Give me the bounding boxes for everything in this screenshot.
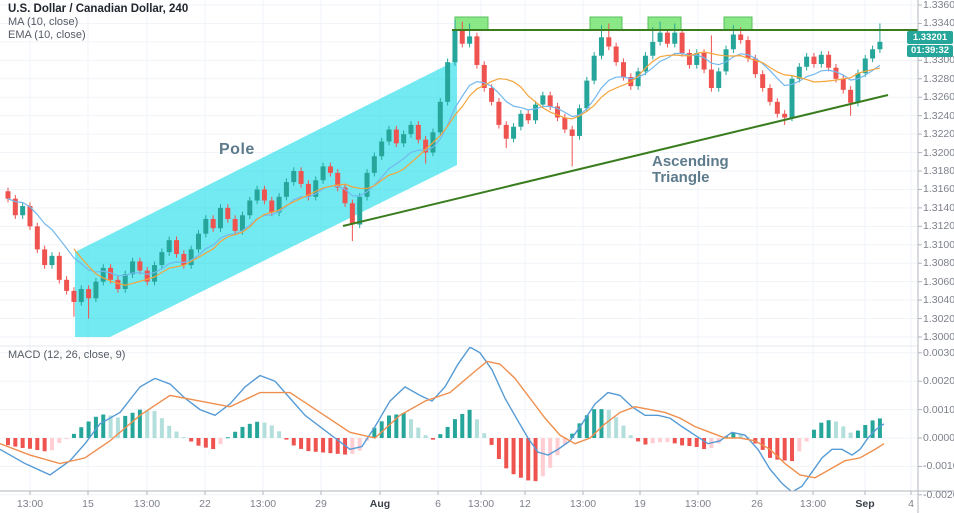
price-tick-label: 1.30400 xyxy=(923,294,954,307)
price-tick-label: 1.31200 xyxy=(923,220,954,233)
price-tick-label: 1.33600 xyxy=(923,0,954,11)
price-tick-label: 1.31600 xyxy=(923,183,954,196)
price-tick-label: 1.30600 xyxy=(923,275,954,288)
candlestick-series[interactable] xyxy=(5,19,883,319)
annotation-ascending-triangle-line2: Triangle xyxy=(652,169,710,186)
symbol-title[interactable]: U.S. Dollar / Canadian Dollar, 240 xyxy=(8,3,189,15)
ascending-trendline-drawing[interactable] xyxy=(342,94,889,227)
ema-legend-row[interactable]: EMA (10, close) xyxy=(8,29,86,41)
macd-signal-line xyxy=(0,360,885,479)
price-tick-label: 1.31000 xyxy=(923,238,954,251)
ma-legend-row[interactable]: MA (10, close) xyxy=(8,16,79,28)
price-tick-label: 1.30200 xyxy=(923,312,954,325)
time-tick-label: 12 xyxy=(519,498,531,510)
time-tick-label: 6 xyxy=(435,498,441,510)
time-tick-label: 13:00 xyxy=(467,498,495,510)
time-tick-label: Sep xyxy=(855,498,875,510)
annotation-pole[interactable]: Pole xyxy=(219,141,255,158)
time-tick-label: 13:00 xyxy=(249,498,277,510)
time-tick-label: Aug xyxy=(369,498,391,510)
price-tick-label: 1.30800 xyxy=(923,257,954,270)
time-tick-label: 19 xyxy=(634,498,646,510)
grid xyxy=(0,0,918,496)
macd-line xyxy=(0,347,885,491)
price-tick-label: 1.32000 xyxy=(923,146,954,159)
time-tick-label: 13:00 xyxy=(684,498,712,510)
time-tick-label: 13:00 xyxy=(569,498,597,510)
symbol-legend: U.S. Dollar / Canadian Dollar, 240 MA (1… xyxy=(8,3,188,42)
price-tick-label: 1.31800 xyxy=(923,165,954,177)
last-price-badge: 1.33201 xyxy=(907,31,953,44)
price-tick-label: 1.32600 xyxy=(923,91,954,104)
time-tick-label: 13:00 xyxy=(799,498,827,510)
price-tick-label: 1.32400 xyxy=(923,109,954,122)
time-tick-label: 22 xyxy=(199,498,211,510)
price-tick-label: 1.33000 xyxy=(923,54,954,67)
price-tick-label: 1.32800 xyxy=(923,72,954,85)
time-tick-label: 13:00 xyxy=(16,498,44,510)
axis-tick-marks xyxy=(29,4,922,496)
macd-tick-label: 0.00000 xyxy=(923,432,954,444)
time-tick-label: 29 xyxy=(315,498,327,510)
price-tick-label: 1.32200 xyxy=(923,128,954,141)
time-tick-label: 4 xyxy=(908,498,914,510)
macd-legend-row[interactable]: MACD (12, 26, close, 9) xyxy=(8,349,126,361)
annotation-ascending-triangle-line1: Ascending xyxy=(652,153,729,170)
countdown-badge: 01:39:32 xyxy=(907,45,953,57)
time-tick-label: 26 xyxy=(751,498,763,510)
price-tick-label: 1.33400 xyxy=(923,17,954,30)
price-tick-label: 1.31400 xyxy=(923,201,954,214)
annotation-ascending-triangle[interactable]: Ascending Triangle xyxy=(652,154,729,186)
time-tick-label: 15 xyxy=(82,498,94,510)
ma-line xyxy=(73,51,881,286)
macd-histogram xyxy=(6,409,882,482)
time-tick-label: 13:00 xyxy=(133,498,161,510)
